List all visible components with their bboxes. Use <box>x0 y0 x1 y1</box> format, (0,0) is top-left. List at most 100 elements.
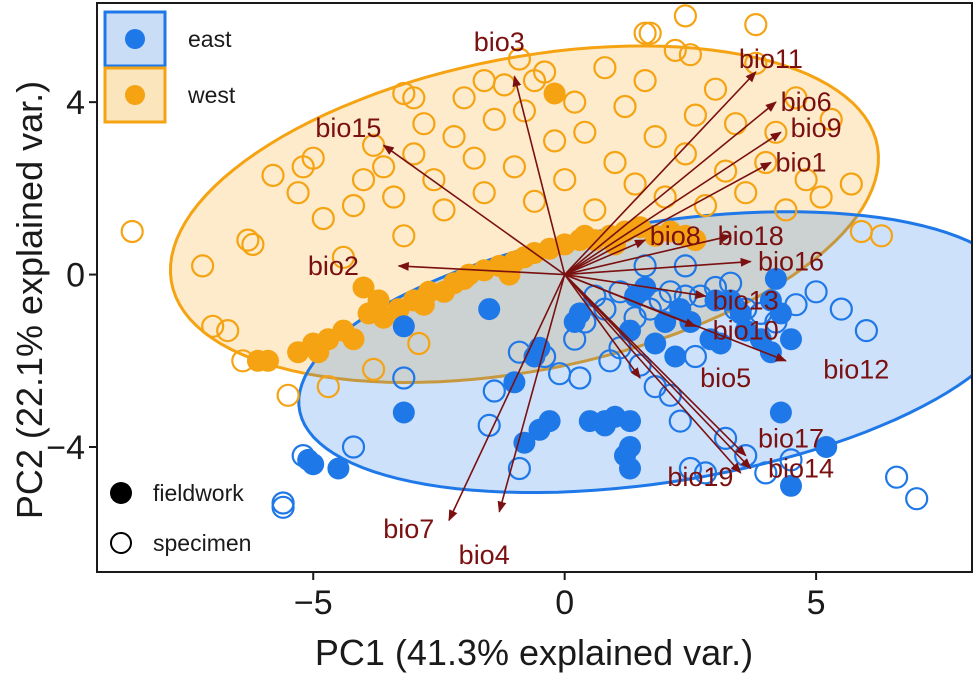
east-fieldwork-point <box>297 448 320 471</box>
loading-vector-bio14 <box>564 274 752 470</box>
west-specimen-point <box>563 90 587 114</box>
west-specimen-point <box>291 155 315 179</box>
west-specimen-point <box>472 181 496 205</box>
vector-label-bio11: bio11 <box>739 44 803 74</box>
west-specimen-point <box>502 155 527 179</box>
y-tick-label: 0 <box>66 257 85 295</box>
x-axis-title: PC1 (41.3% explained var.) <box>315 632 753 673</box>
loading-vector-bio2 <box>397 261 565 276</box>
loading-vector-bio5 <box>564 274 641 379</box>
west-specimen-point <box>673 142 698 166</box>
east-specimen-point <box>754 461 778 485</box>
east-fieldwork-point <box>392 315 415 338</box>
west-specimen-point <box>683 103 708 127</box>
loading-vector-bio1 <box>564 161 772 276</box>
vector-label-bio17: bio17 <box>758 423 824 453</box>
west-specimen-point <box>734 181 758 205</box>
east-specimen-point <box>482 379 506 403</box>
east-fieldwork-point <box>513 431 536 454</box>
west-specimen-point <box>341 194 366 218</box>
east-specimen-point <box>341 435 366 459</box>
west-specimen-point <box>839 172 863 196</box>
west-specimen-point <box>744 13 768 37</box>
west-specimen-point <box>507 47 532 71</box>
west-specimen-point <box>819 107 843 132</box>
vector-label-bio9: bio9 <box>791 113 842 143</box>
vector-label-bio3: bio3 <box>474 27 525 57</box>
east-fieldwork-point <box>769 302 792 325</box>
east-fieldwork-point <box>593 414 616 437</box>
west-specimen-point <box>372 155 396 179</box>
west-specimen-point <box>351 168 376 192</box>
west-fieldwork-point <box>307 341 330 364</box>
east-specimen-point <box>829 297 853 321</box>
west-specimen-point <box>542 129 567 153</box>
west-specimen-point <box>201 314 225 338</box>
west-specimen-point <box>316 375 340 399</box>
east-specimen-point <box>693 461 718 485</box>
west-fieldwork-point <box>573 224 596 247</box>
vector-label-bio5: bio5 <box>700 363 751 393</box>
loading-vector-bio13 <box>564 273 707 300</box>
west-specimen-point <box>120 219 144 244</box>
east-fieldwork-point <box>619 410 641 433</box>
vector-label-bio6: bio6 <box>781 87 832 117</box>
west-specimen-point <box>583 198 607 222</box>
west-specimen-point <box>794 168 818 192</box>
west-specimen-point <box>713 159 738 183</box>
west-fieldwork-point <box>498 263 521 286</box>
vector-label-bio8: bio8 <box>650 221 701 251</box>
west-specimen-point <box>703 77 728 101</box>
west-specimen-point <box>482 107 506 132</box>
west-specimen-point <box>673 4 698 28</box>
west-specimen-point <box>512 99 537 123</box>
west-specimen-point <box>603 150 627 175</box>
legend-label-specimen: specimen <box>153 530 251 556</box>
east-specimen-point <box>392 366 416 390</box>
west-specimen-point <box>784 86 808 110</box>
east-specimen-point <box>678 456 703 481</box>
east-fieldwork-point <box>815 436 838 458</box>
east-specimen-point <box>713 426 738 450</box>
west-fieldwork-point <box>513 246 536 269</box>
west-specimen-point <box>693 194 718 218</box>
plot-border <box>96 2 973 573</box>
east-fieldwork-point <box>764 267 787 290</box>
legend-marker-specimen <box>110 532 132 554</box>
west-fieldwork-point <box>458 263 481 286</box>
type-legend: fieldwork specimen <box>110 480 251 556</box>
west-specimen-point <box>678 43 703 67</box>
east-fieldwork-point <box>568 302 591 325</box>
y-tick-label: 4 <box>66 84 85 122</box>
west-specimen-point <box>382 185 406 209</box>
east-fieldwork-point <box>327 457 350 480</box>
west-specimen-point <box>452 86 476 110</box>
east-specimen-point <box>568 366 592 390</box>
west-specimen-point <box>392 224 416 248</box>
loading-vector-bio9 <box>564 131 782 276</box>
loading-vector-bio12 <box>564 273 787 362</box>
x-tick-label: 5 <box>807 584 826 622</box>
west-specimen-point <box>402 142 426 166</box>
west-specimen-point <box>362 357 386 381</box>
east-fieldwork-point <box>644 332 667 355</box>
loading-vector-bio4 <box>497 274 566 513</box>
vector-label-bio7: bio7 <box>383 514 434 544</box>
east-fieldwork-point <box>704 289 727 312</box>
west-specimen-point <box>442 125 466 149</box>
east-specimen-point <box>271 495 295 519</box>
legend-label-fieldwork: fieldwork <box>153 480 244 506</box>
east-fieldwork-point <box>769 401 792 424</box>
west-specimen-point <box>623 172 647 196</box>
vector-label-bio2: bio2 <box>308 251 359 281</box>
east-fieldwork-point <box>614 444 636 467</box>
west-specimen-point <box>633 21 657 45</box>
legend-marker-west <box>125 85 145 105</box>
west-specimen-point <box>422 168 446 192</box>
west-specimen-point <box>638 21 662 45</box>
legend-label-west: west <box>187 82 236 108</box>
loading-vector-bio6 <box>564 101 777 276</box>
west-specimen-point <box>573 120 597 144</box>
